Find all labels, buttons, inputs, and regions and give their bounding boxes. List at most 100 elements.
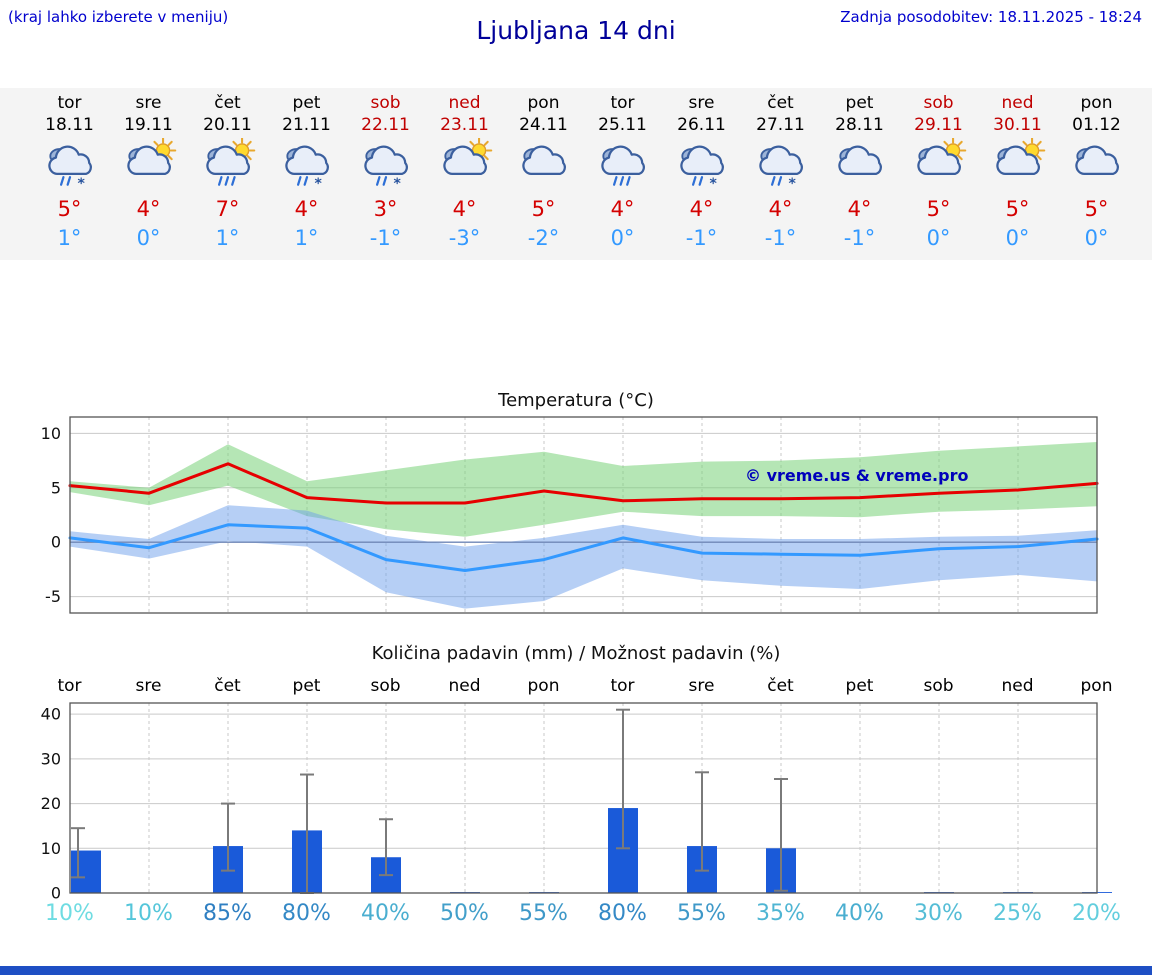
forecast-day: ned 23.11 4° -3°: [425, 92, 504, 253]
day-name: pon: [527, 93, 560, 113]
day-name: sob: [370, 93, 401, 113]
rain-icon: [600, 145, 645, 186]
sleet-icon: *: [47, 145, 92, 192]
y-axis-tick-label: 0: [51, 533, 61, 552]
high-temp: 4°: [452, 197, 477, 221]
high-temp: 4°: [689, 197, 714, 221]
precip-probability: 25%: [993, 901, 1042, 926]
sleet-star-icon: *: [788, 176, 796, 192]
day-name: pet: [292, 93, 321, 113]
rain-drops-icon: [612, 176, 631, 186]
high-temp: 4°: [847, 197, 872, 221]
forecast-day: pet 21.11 * 4° 1°: [267, 92, 346, 253]
precip-chart-title: Količina padavin (mm) / Možnost padavin …: [371, 643, 781, 664]
temperature-chart-title: Temperatura (°C): [498, 390, 654, 411]
footer-bar: [0, 966, 1152, 975]
sleet-star-icon: *: [393, 176, 401, 192]
y-axis-tick-label: 20: [41, 794, 61, 813]
rain-drops-icon: [770, 176, 782, 186]
high-temp: 3°: [373, 197, 398, 221]
plot-border: [69, 416, 1098, 614]
precip-day-label: sob: [923, 676, 954, 696]
day-name: sre: [135, 93, 162, 113]
precip-range-whisker: [379, 818, 393, 877]
high-temp: 5°: [531, 197, 556, 221]
sun-cloud-icon: [995, 137, 1045, 176]
sun-cloud-icon: [126, 137, 176, 176]
day-date: 21.11: [282, 115, 331, 135]
low-temp: -1°: [369, 226, 402, 250]
low-temp: 1°: [57, 226, 82, 250]
high-temp: 5°: [1005, 197, 1030, 221]
low-temp: -1°: [843, 226, 876, 250]
watermark-link[interactable]: © vreme.us & vreme.pro: [745, 466, 968, 485]
precip-range-whisker: [221, 802, 235, 872]
last-update: Zadnja posodobitev: 18.11.2025 - 18:24: [840, 8, 1142, 26]
precip-day-label: pet: [845, 676, 874, 696]
sun-cloud-icon: [442, 137, 492, 176]
cloud-icon: [837, 145, 882, 176]
precip-probability: 85%: [203, 901, 252, 926]
precip-probability: 55%: [677, 901, 726, 926]
precip-range-whisker: [616, 708, 630, 850]
weather-icon: [109, 137, 188, 195]
y-axis-tick-label: 10: [41, 839, 61, 858]
precip-day-label: sob: [370, 676, 401, 696]
precip-probability: 40%: [361, 901, 410, 926]
forecast-day: čet 20.11 7° 1°: [188, 92, 267, 253]
day-date: 27.11: [756, 115, 805, 135]
day-date: 22.11: [361, 115, 410, 135]
high-temp: 4°: [610, 197, 635, 221]
day-name: pet: [845, 93, 874, 113]
precip-range-whisker: [774, 778, 788, 892]
high-temp: 4°: [294, 197, 319, 221]
day-name: sre: [688, 93, 715, 113]
sleet-icon: *: [679, 145, 724, 192]
day-date: 28.11: [835, 115, 884, 135]
y-axis-tick-label: 10: [41, 424, 61, 443]
location-menu-hint: (kraj lahko izberete v meniju): [8, 8, 229, 26]
page-title: Ljubljana 14 dni: [476, 16, 676, 45]
high-temp: 5°: [1084, 197, 1109, 221]
y-axis-tick-label: 30: [41, 749, 61, 768]
sleet-star-icon: *: [314, 176, 322, 192]
weather-icon: *: [741, 138, 820, 195]
y-axis-tick-label: 0: [51, 884, 61, 901]
forecast-strip-background: [0, 88, 1152, 260]
min-range-band: [70, 505, 1097, 609]
day-name: čet: [767, 93, 794, 113]
day-name: ned: [1001, 93, 1034, 113]
precip-day-labels: tor sre čet pet sob ned pon tor sre čet pet sob ned p…: [30, 676, 1136, 696]
precip-day-label: ned: [1001, 676, 1034, 696]
weather-icon: *: [267, 138, 346, 195]
day-date: 24.11: [519, 115, 568, 135]
rain-sun-icon: [205, 137, 255, 186]
precip-probability: 10%: [124, 901, 173, 926]
forecast-day: sre 19.11 4° 0°: [109, 92, 188, 253]
precip-probability: 10%: [45, 901, 94, 926]
forecast-day: tor 18.11 * 5° 1°: [30, 92, 109, 253]
low-temp: -1°: [685, 226, 718, 250]
precip-bar: [71, 850, 101, 893]
day-name: pon: [1080, 93, 1113, 113]
day-name: tor: [57, 93, 82, 113]
weather-icon: [583, 138, 662, 195]
sleet-star-icon: *: [709, 176, 717, 192]
weather-icon: [1057, 138, 1136, 195]
forecast-day: pet 28.11 4° -1°: [820, 92, 899, 253]
precip-probability: 40%: [835, 901, 884, 926]
low-temp: -3°: [448, 226, 481, 250]
max-range-band: [70, 442, 1097, 537]
forecast-day: ned 30.11 5° 0°: [978, 92, 1057, 253]
high-temp: 4°: [136, 197, 161, 221]
high-temp: 5°: [926, 197, 951, 221]
precip-day-label: sre: [135, 676, 162, 696]
day-date: 26.11: [677, 115, 726, 135]
max-temp-line: [68, 462, 1099, 505]
precip-probability: 80%: [598, 901, 647, 926]
weather-icon: *: [346, 138, 425, 195]
day-date: 30.11: [993, 115, 1042, 135]
low-temp: 0°: [1005, 226, 1030, 250]
day-date: 25.11: [598, 115, 647, 135]
